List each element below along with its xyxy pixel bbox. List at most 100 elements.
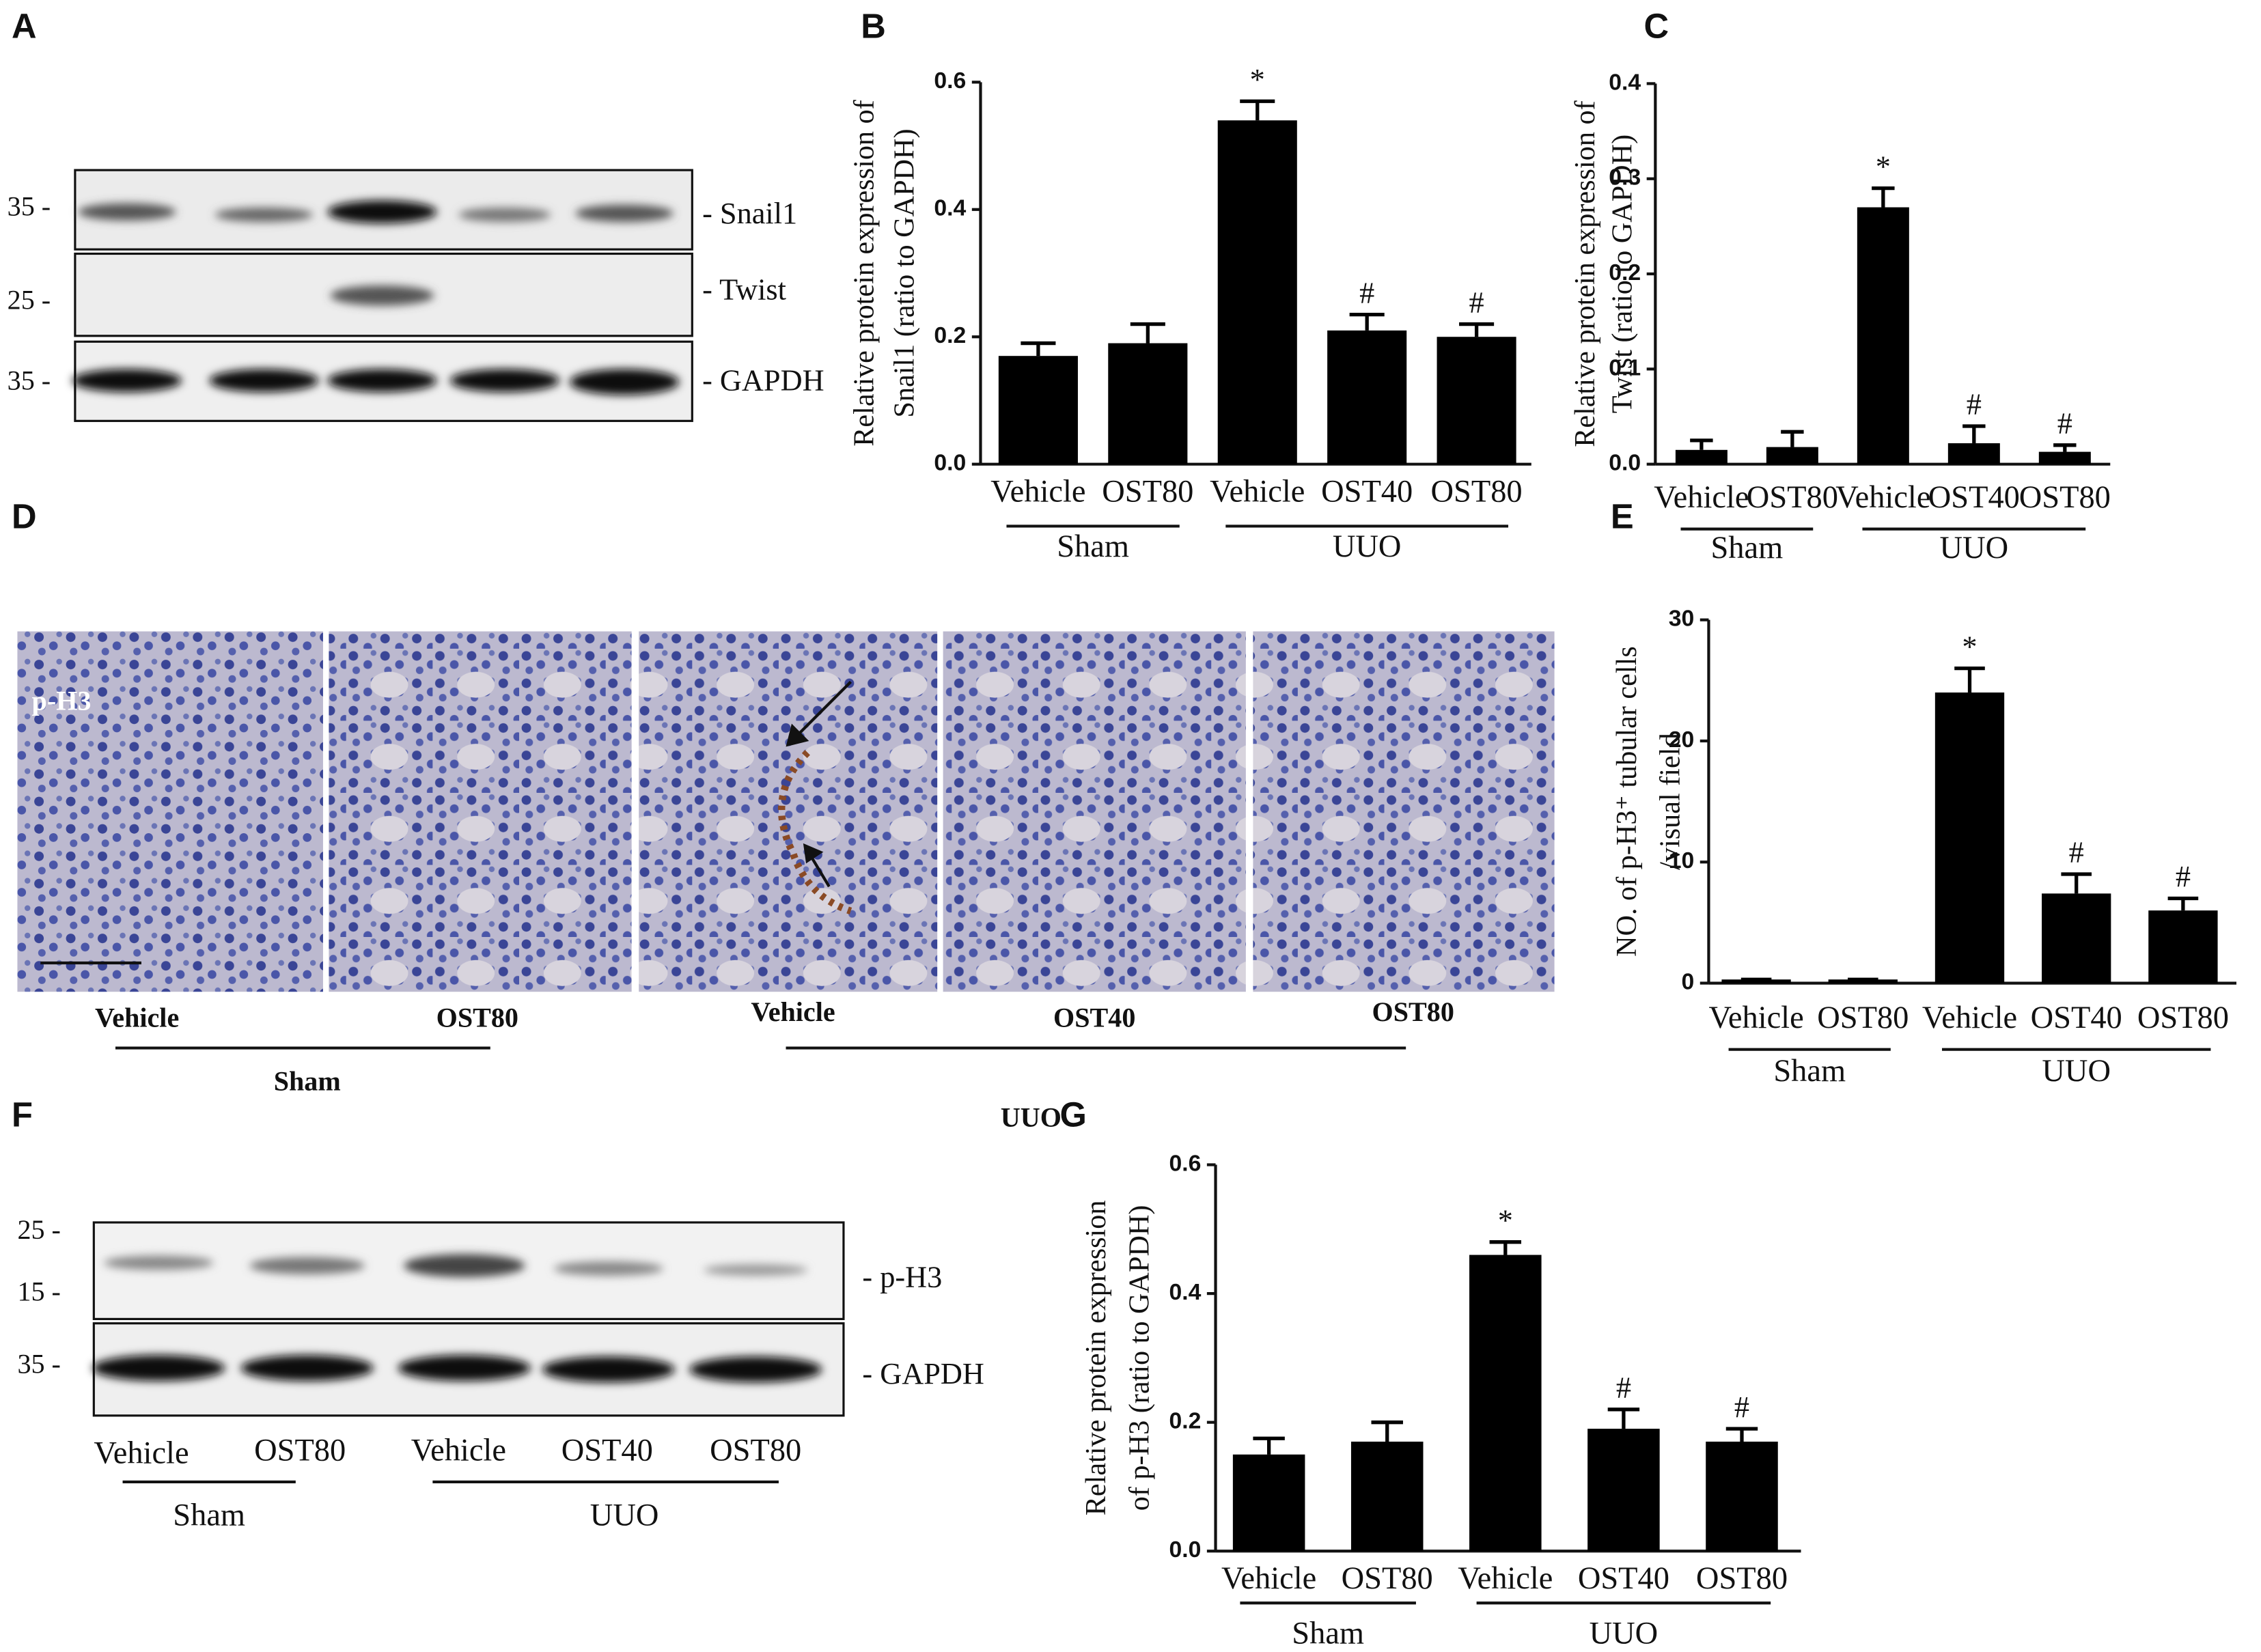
bar <box>1947 443 2000 464</box>
y-tick-label: 0.2 <box>934 322 966 348</box>
bar <box>1934 692 2005 983</box>
significance-label: * <box>1498 1203 1513 1237</box>
bar <box>1437 337 1516 464</box>
group-label: Sham <box>1292 1616 1364 1651</box>
y-axis-label: NO. of p-H3⁺ tubular cells <box>1611 646 1643 957</box>
error-bar <box>1725 1427 1758 1442</box>
y-tick-label: 0.2 <box>1169 1408 1201 1434</box>
bar <box>1232 1454 1305 1552</box>
error-bar <box>1130 322 1165 344</box>
band-label: - GAPDH <box>862 1357 984 1390</box>
error-bar <box>1607 1408 1640 1429</box>
x-tick-label: OST40 <box>2031 1000 2122 1035</box>
error-bar <box>1253 1436 1285 1455</box>
x-tick-label: Vehicle <box>1835 480 1930 515</box>
bar <box>1857 207 1909 464</box>
error-bar <box>1954 666 1985 693</box>
y-axis-label: Relative protein expression of <box>848 99 880 446</box>
mw-marker: 35 - <box>17 1348 60 1379</box>
group-label: Sham <box>1057 529 1129 564</box>
panel-letter: E <box>1611 496 1634 535</box>
error-bar <box>1240 99 1275 121</box>
x-tick-label: OST80 <box>1747 480 1838 515</box>
mw-marker: 15 - <box>17 1276 60 1307</box>
significance-label: # <box>1967 388 1982 421</box>
lane-label: OST40 <box>561 1433 653 1468</box>
group-label: Sham <box>173 1498 245 1532</box>
y-axis-label: of p-H3 (ratio to GAPDH) <box>1124 1205 1156 1511</box>
error-bar <box>1781 430 1804 447</box>
panel-letter: G <box>1060 1095 1087 1134</box>
y-tick-label: 0.4 <box>1609 69 1641 95</box>
x-tick-label: OST80 <box>1342 1561 1433 1596</box>
y-tick-label: 0.1 <box>1609 354 1641 380</box>
bar <box>998 356 1078 464</box>
y-tick-label: 0.4 <box>1169 1279 1201 1305</box>
bar <box>1350 1441 1424 1552</box>
error-bar <box>1872 186 1895 208</box>
lane-label: Vehicle <box>411 1433 506 1468</box>
group-label: UUO <box>1001 1102 1062 1132</box>
error-bar <box>1371 1420 1403 1442</box>
x-tick-label: Vehicle <box>1221 1561 1316 1596</box>
band-label: - GAPDH <box>702 364 824 397</box>
error-bar <box>2053 443 2077 452</box>
x-tick-label: Vehicle <box>1922 1000 2017 1035</box>
y-axis-label: Snail1 (ratio to GAPDH) <box>889 128 921 417</box>
x-tick-label: OST80 <box>1817 1000 1909 1035</box>
lane-label: OST80 <box>436 1003 518 1033</box>
x-tick-label: Vehicle <box>1458 1561 1553 1596</box>
bar <box>2042 893 2111 983</box>
bar <box>2148 910 2218 983</box>
panel-letter: A <box>12 7 37 46</box>
group-label: UUO <box>2042 1054 2111 1089</box>
y-axis-label: /visual field <box>1654 733 1686 869</box>
x-tick-label: OST80 <box>1102 475 1193 509</box>
bar <box>1587 1429 1660 1552</box>
x-tick-label: OST80 <box>2137 1000 2229 1035</box>
y-tick-label: 0.0 <box>934 450 966 476</box>
mw-marker: 35 - <box>8 365 51 396</box>
y-tick-label: 20 <box>1669 727 1695 753</box>
x-tick-label: OST40 <box>1578 1561 1669 1596</box>
panel-letter: C <box>1643 7 1669 46</box>
y-axis-label: Twist (ratio to GAPDH) <box>1607 135 1639 413</box>
error-bar <box>2061 872 2092 894</box>
group-label: UUO <box>1940 531 2009 565</box>
mw-marker: 25 - <box>17 1214 60 1245</box>
lane-label: OST80 <box>254 1433 346 1468</box>
group-label: Sham <box>1711 531 1784 565</box>
significance-label: # <box>1734 1390 1749 1424</box>
bar <box>2038 451 2091 464</box>
x-tick-label: OST40 <box>1321 475 1413 509</box>
error-bar <box>1459 322 1495 337</box>
mw-marker: 35 - <box>8 191 51 221</box>
x-tick-label: Vehicle <box>1708 1000 1803 1035</box>
group-label: Sham <box>1773 1054 1846 1089</box>
significance-label: # <box>2057 407 2072 440</box>
error-bar <box>2167 896 2199 911</box>
y-tick-label: 0 <box>1682 969 1695 995</box>
y-tick-label: 0.3 <box>1609 165 1641 191</box>
x-tick-label: OST40 <box>1928 480 2020 515</box>
y-tick-label: 10 <box>1669 848 1695 873</box>
bar <box>1469 1255 1542 1552</box>
bar <box>1706 1441 1778 1552</box>
error-bar <box>1021 341 1056 356</box>
y-axis-label: Relative protein expression of <box>1569 100 1601 447</box>
lane-label: Vehicle <box>95 1003 179 1033</box>
group-label: UUO <box>1590 1616 1659 1651</box>
group-label: UUO <box>590 1498 659 1532</box>
error-bar <box>1962 424 1986 444</box>
y-tick-label: 30 <box>1669 606 1695 632</box>
y-tick-label: 0.6 <box>934 68 966 94</box>
bar <box>1766 447 1818 464</box>
bar <box>1108 343 1188 464</box>
y-axis-label: Relative protein expression <box>1080 1201 1112 1516</box>
y-tick-label: 0.4 <box>934 195 966 221</box>
bar <box>1327 330 1407 464</box>
lane-label: Vehicle <box>751 996 835 1027</box>
significance-label: # <box>1616 1371 1631 1405</box>
